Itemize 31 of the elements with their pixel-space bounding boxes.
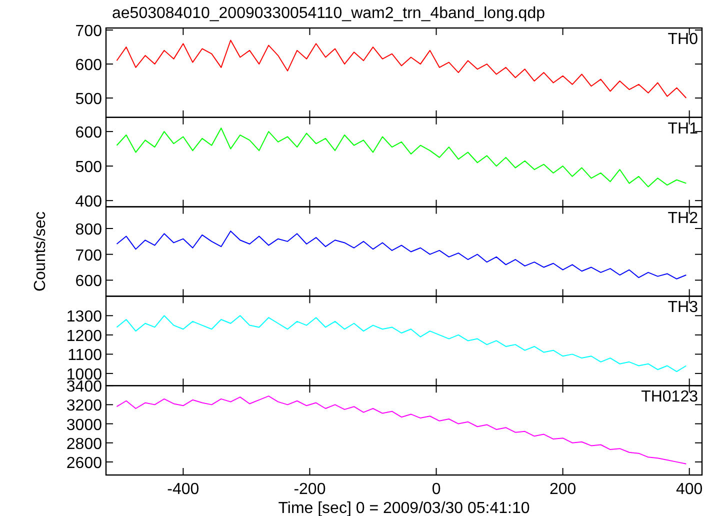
x-tick-label: 400 (676, 481, 703, 498)
text: TH2 (668, 210, 698, 227)
y-tick-label: 700 (75, 247, 102, 264)
x-axis-title: Time [sec] 0 = 2009/03/30 05:41:10 (278, 500, 530, 516)
y-tick-label: 500 (75, 159, 102, 176)
y-tick-label: 600 (75, 57, 102, 74)
text: TH0123 (641, 388, 698, 406)
x-tick-label: -400 (167, 481, 200, 498)
y-tick-label: 600 (75, 273, 102, 290)
text: TH3 (668, 299, 698, 316)
chart-title: ae503084010_20090330054110_wam2_trn_4band_long.qdp (112, 5, 546, 22)
y-tick-label: 500 (75, 91, 102, 108)
x-tick-label: 200 (549, 481, 576, 498)
y-tick-label: 2600 (66, 454, 102, 472)
x-tick-label: -200 (294, 481, 326, 498)
y-tick-label: 800 (75, 222, 102, 239)
y-tick-label: 3000 (66, 416, 102, 434)
x-tick-label: 0 (432, 481, 441, 498)
y-axis-title: Counts/sec (32, 211, 49, 292)
y-tick-label: 1100 (68, 347, 102, 364)
y-tick-label: 1200 (66, 328, 102, 345)
y-tick-label: 3200 (66, 398, 102, 415)
line-series (116, 315, 687, 372)
y-tick-label: 1300 (66, 308, 102, 326)
line-series (116, 230, 687, 280)
y-tick-label: 700 (75, 23, 102, 40)
text: TH0 (668, 31, 698, 48)
y-tick-label: 2800 (66, 436, 102, 453)
y-tick-label: 400 (75, 194, 102, 211)
text: TH1 (668, 120, 698, 138)
y-tick-label: 600 (75, 124, 102, 142)
